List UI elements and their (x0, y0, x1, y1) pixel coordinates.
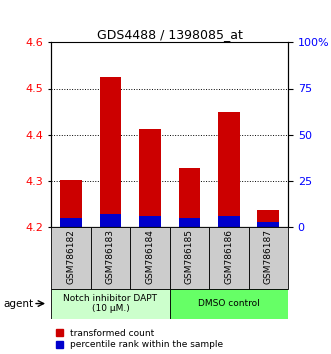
Bar (130, 227, 169, 289)
Bar (139, 216, 161, 227)
Bar (139, 129, 161, 227)
Bar (178, 168, 200, 227)
Bar (169, 289, 288, 319)
Text: GSM786185: GSM786185 (185, 229, 194, 284)
Text: agent: agent (3, 298, 33, 309)
Text: GSM786182: GSM786182 (67, 229, 75, 284)
Bar (60, 179, 82, 227)
Bar (100, 78, 121, 227)
Text: DMSO control: DMSO control (198, 299, 260, 308)
Bar (51, 227, 91, 289)
Text: GSM786184: GSM786184 (145, 229, 155, 284)
Text: GSM786183: GSM786183 (106, 229, 115, 284)
Text: GSM786186: GSM786186 (224, 229, 233, 284)
Bar (258, 210, 279, 227)
Bar (209, 227, 249, 289)
Title: GDS4488 / 1398085_at: GDS4488 / 1398085_at (97, 28, 243, 41)
Bar (249, 227, 288, 289)
Bar (91, 227, 130, 289)
Bar (60, 218, 82, 227)
Bar (169, 227, 209, 289)
Text: Notch inhibitor DAPT
(10 μM.): Notch inhibitor DAPT (10 μM.) (64, 294, 158, 313)
Text: GSM786187: GSM786187 (264, 229, 273, 284)
Bar (178, 218, 200, 227)
Legend: transformed count, percentile rank within the sample: transformed count, percentile rank withi… (56, 329, 223, 349)
Bar (218, 216, 240, 227)
Bar (51, 289, 169, 319)
Bar (218, 113, 240, 227)
Bar (100, 214, 121, 227)
Bar (258, 222, 279, 227)
